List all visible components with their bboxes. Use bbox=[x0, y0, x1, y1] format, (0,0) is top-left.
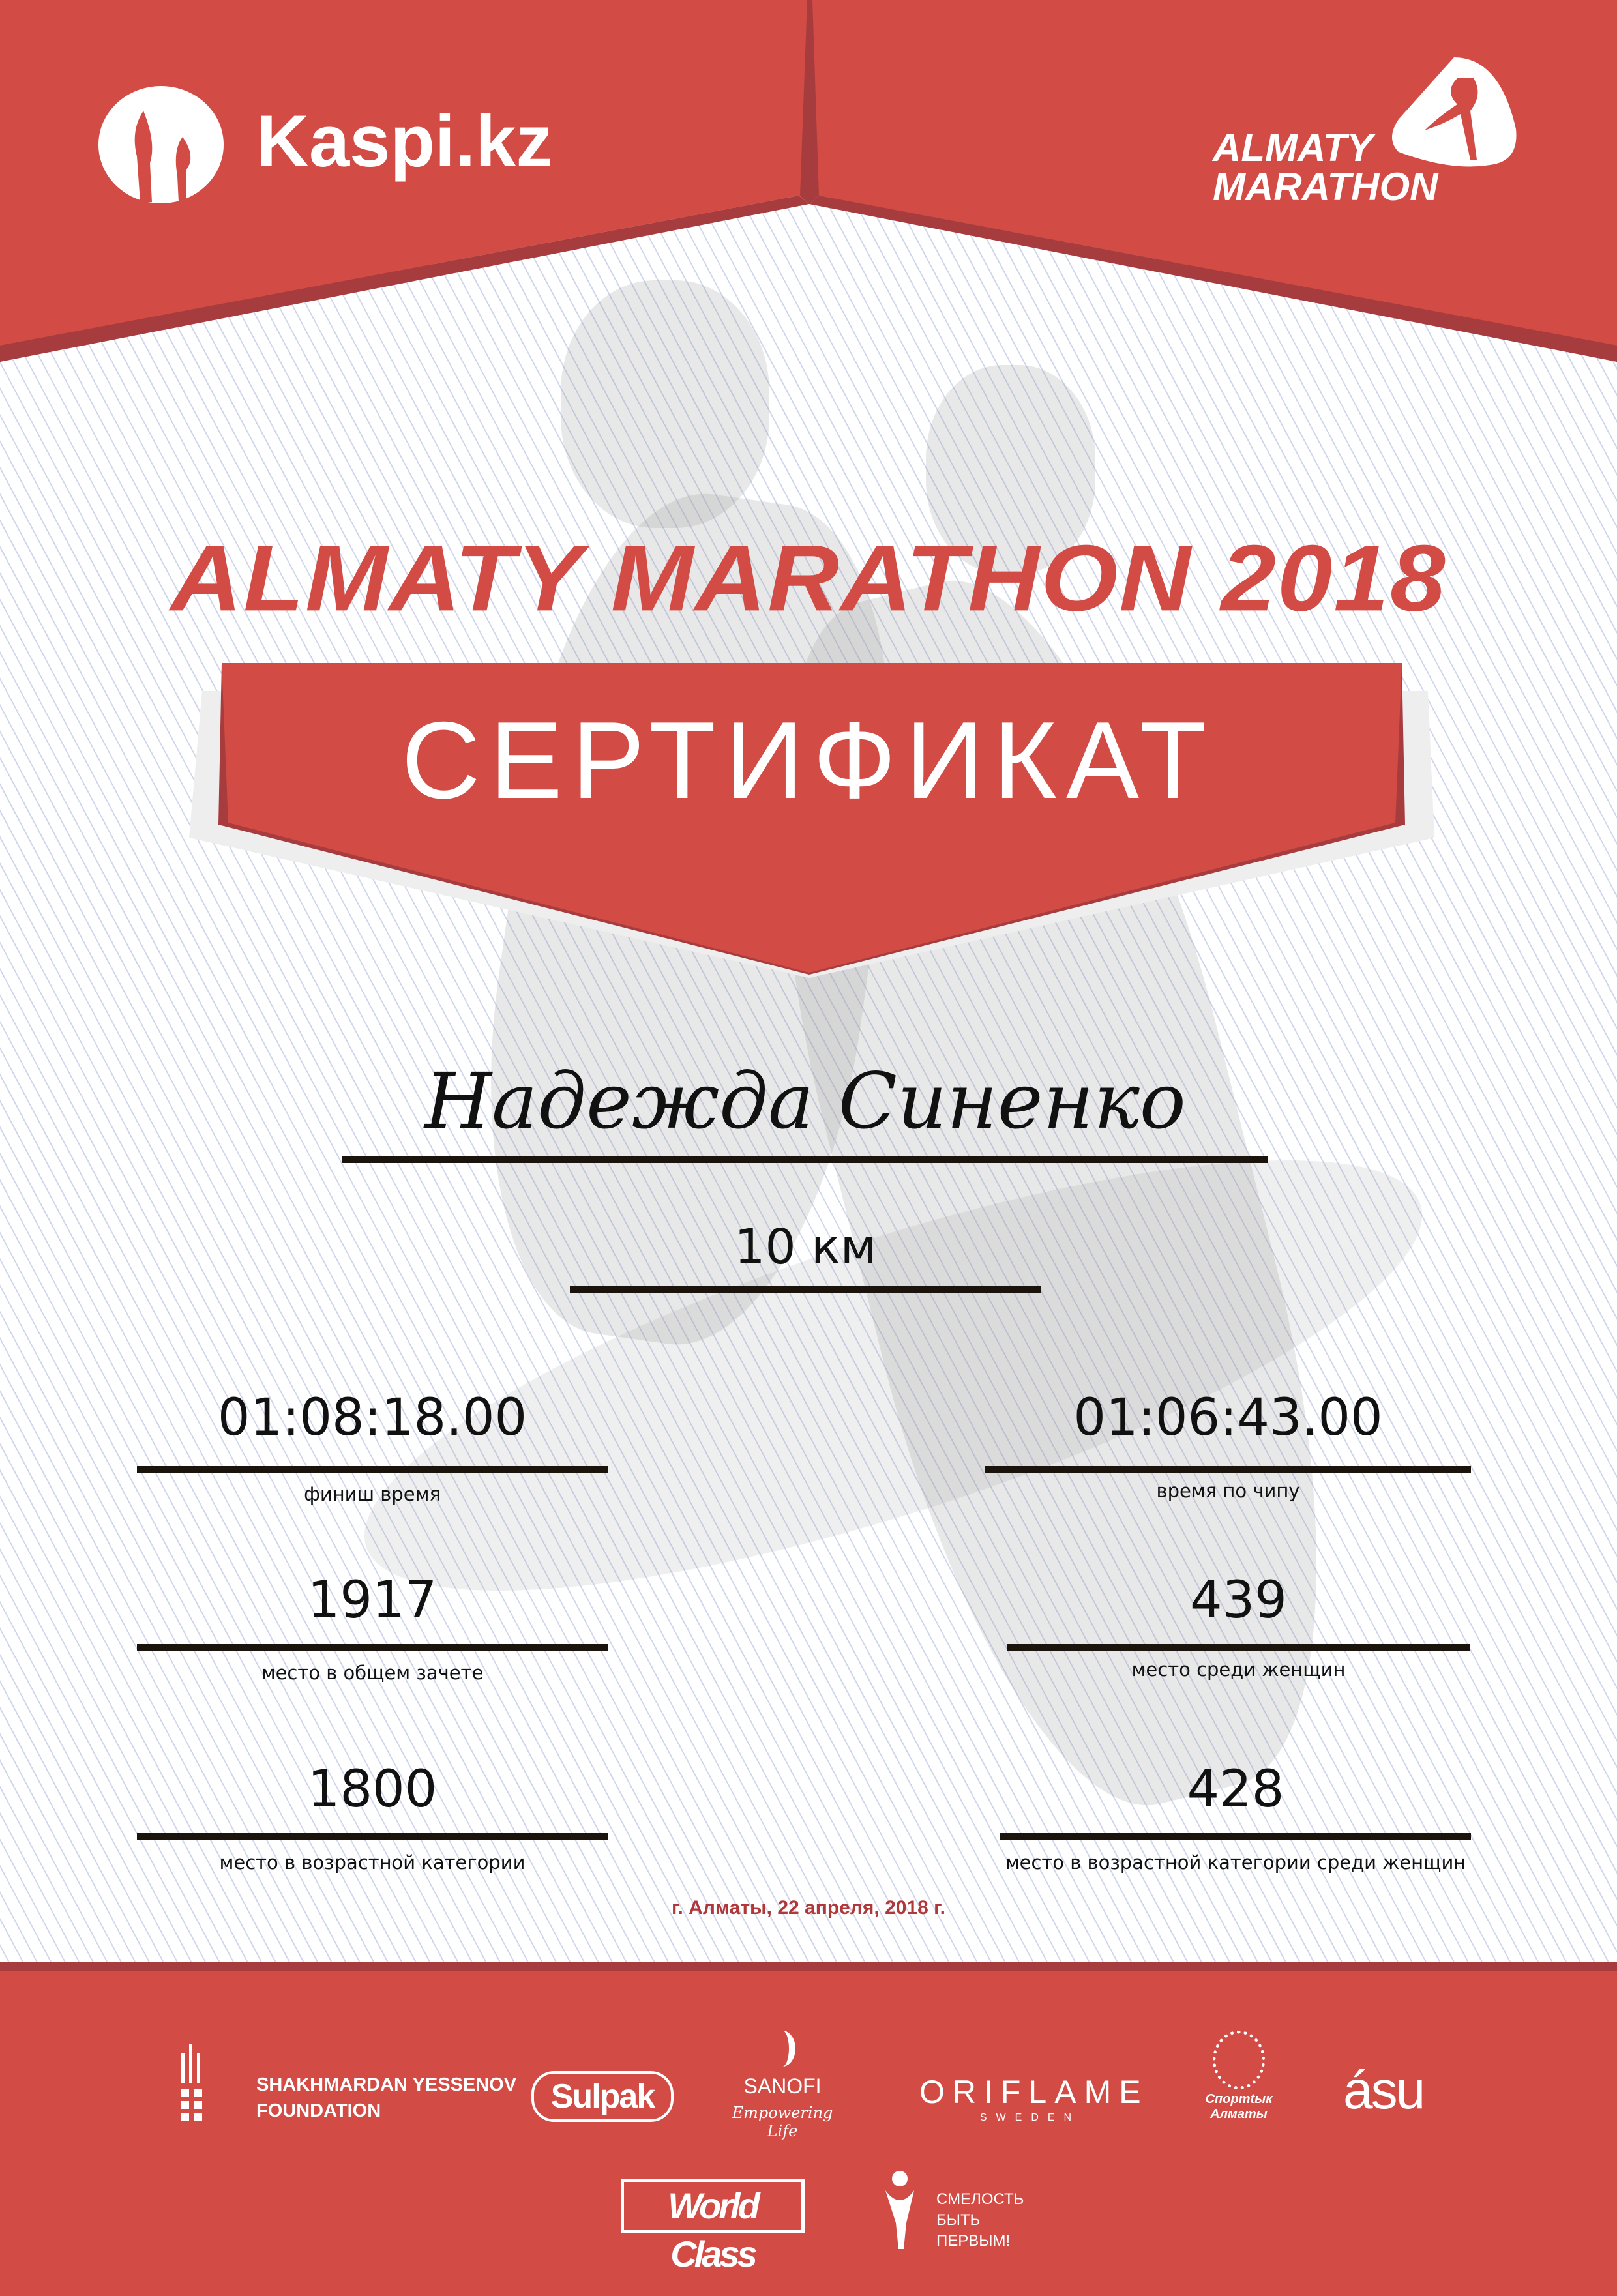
sport-almaty-text: Спортtык Алматы bbox=[1205, 2092, 1273, 2121]
result-label: место среди женщин bbox=[1131, 1658, 1346, 1681]
kaspi-logo-text: Kaspi.kz bbox=[256, 100, 553, 182]
sponsor-asu: ásu bbox=[1343, 2060, 1425, 2121]
kaspi-logo: Kaspi.kz bbox=[98, 85, 552, 208]
certificate-banner bbox=[189, 663, 1434, 978]
result-value: 439 bbox=[1190, 1571, 1287, 1630]
runner-photo-woman bbox=[926, 365, 1095, 574]
sponsor-sanofi: SANOFI Empowering Life bbox=[720, 2031, 844, 2140]
result-underline bbox=[137, 1466, 608, 1473]
result-underline bbox=[1007, 1644, 1470, 1651]
certificate-heading: СЕРТИФИКАТ bbox=[401, 699, 1216, 821]
sanofi-text: SANOFI bbox=[743, 2074, 822, 2098]
worldclass-logo-text: World Class bbox=[668, 2185, 760, 2274]
runner-photo-man bbox=[561, 280, 769, 528]
almaty-logo-line1: ALMATY bbox=[1213, 126, 1373, 169]
result-underline bbox=[137, 1833, 608, 1840]
sponsor-sport-almaty: Спортtык Алматы bbox=[1196, 2031, 1281, 2122]
asu-logo-text: ásu bbox=[1343, 2061, 1425, 2120]
result-value: 01:08:18.00 bbox=[217, 1389, 527, 1447]
result-label: место в общем зачете bbox=[261, 1662, 484, 1684]
yessenov-logo-icon bbox=[181, 2044, 202, 2121]
sponsor-sulpak: Sulpak bbox=[531, 2071, 674, 2122]
runner-logo-icon bbox=[1392, 57, 1517, 167]
sulpak-logo-text: Sulpak bbox=[550, 2078, 655, 2115]
fund-line2: БЫТЬ bbox=[936, 2211, 981, 2229]
fund-line3: ПЕРВЫМ! bbox=[936, 2232, 1011, 2250]
result-value: 1917 bbox=[307, 1571, 438, 1630]
sponsor-fund: СМЕЛОСТЬ БЫТЬ ПЕРВЫМ! bbox=[874, 2164, 1024, 2252]
distance-underline bbox=[570, 1286, 1041, 1293]
sponsor-yessenov: SHAKHMARDAN YESSENOV FOUNDATION bbox=[181, 2044, 516, 2125]
result-underline bbox=[985, 1466, 1471, 1473]
result-label: время по чипу bbox=[1156, 1480, 1300, 1502]
distance-value: 10 км bbox=[734, 1219, 877, 1275]
sanofi-bird-icon bbox=[769, 2031, 795, 2067]
result-value: 1800 bbox=[307, 1760, 438, 1819]
event-title: ALMATY MARATHON 2018 bbox=[170, 525, 1447, 631]
participant-name: Надежда Синенко bbox=[424, 1056, 1186, 1146]
date-place: г. Алматы, 22 апреля, 2018 г. bbox=[672, 1897, 945, 1919]
result-value: 01:06:43.00 bbox=[1073, 1389, 1383, 1447]
oriflame-text: ORIFLAME bbox=[919, 2074, 1149, 2110]
result-underline bbox=[1000, 1833, 1471, 1840]
fund-line1: СМЕЛОСТЬ bbox=[936, 2190, 1024, 2208]
yessenov-line1: SHAKHMARDAN YESSENOV bbox=[256, 2074, 517, 2095]
almaty-marathon-logo: ALMATY MARATHON bbox=[1213, 52, 1519, 215]
result-label: место в возрастной категории среди женщи… bbox=[1005, 1851, 1466, 1874]
kaspi-logo-icon bbox=[98, 86, 224, 203]
result-label: финиш время bbox=[304, 1483, 441, 1505]
result-label: место в возрастной категории bbox=[219, 1851, 526, 1874]
sponsor-oriflame: ORIFLAME SWEDEN bbox=[919, 2073, 1141, 2124]
yessenov-line2: FOUNDATION bbox=[256, 2100, 381, 2121]
name-underline bbox=[342, 1156, 1268, 1163]
result-underline bbox=[137, 1644, 608, 1651]
almaty-logo-line2: MARATHON bbox=[1213, 165, 1438, 209]
header-chevron bbox=[0, 0, 1617, 362]
sanofi-tagline: Empowering Life bbox=[732, 2104, 833, 2140]
footer bbox=[0, 1962, 1617, 2296]
sport-almaty-emblem-icon bbox=[1213, 2031, 1265, 2089]
result-value: 428 bbox=[1187, 1760, 1284, 1819]
fund-figure-icon bbox=[885, 2171, 914, 2249]
oriflame-subtext: SWEDEN bbox=[979, 2112, 1081, 2123]
sponsor-worldclass: World Class bbox=[621, 2179, 805, 2274]
